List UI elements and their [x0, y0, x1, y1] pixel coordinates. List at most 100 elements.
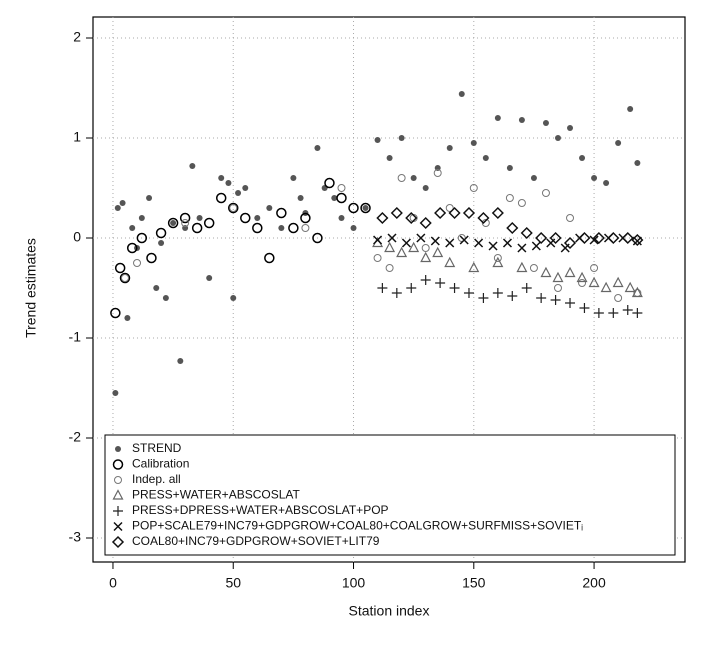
- point: [387, 233, 397, 243]
- point: [391, 288, 402, 298]
- point: [502, 238, 513, 248]
- point: [488, 241, 498, 251]
- x-axis-label: Station index: [349, 603, 430, 619]
- point: [398, 135, 405, 141]
- point: [478, 293, 489, 303]
- point: [288, 222, 299, 234]
- point: [579, 303, 590, 313]
- point: [181, 219, 190, 227]
- point: [362, 205, 369, 211]
- y-tick-label: 2: [73, 29, 81, 45]
- x-tick-label: 0: [109, 575, 117, 591]
- point: [578, 279, 587, 287]
- point: [564, 266, 576, 278]
- point: [552, 271, 564, 283]
- point: [138, 215, 145, 221]
- point: [119, 272, 131, 284]
- point: [521, 283, 532, 293]
- point: [624, 281, 636, 293]
- legend-label: POP+SCALE79+INC79+GDPGROW+COAL80+COALGRO…: [132, 519, 583, 533]
- point: [136, 232, 148, 244]
- point: [492, 288, 503, 298]
- point: [133, 259, 142, 267]
- point: [300, 212, 311, 224]
- point: [230, 295, 237, 301]
- point: [449, 283, 460, 293]
- x-tick-label: 150: [462, 575, 486, 591]
- point: [536, 293, 547, 303]
- point: [420, 275, 431, 285]
- point: [331, 195, 338, 201]
- point: [590, 264, 599, 272]
- point: [338, 215, 345, 221]
- point: [155, 227, 167, 239]
- point: [481, 219, 490, 227]
- point: [506, 221, 519, 235]
- point: [240, 212, 251, 224]
- point: [386, 155, 393, 161]
- point: [377, 283, 388, 293]
- point: [463, 288, 474, 298]
- legend-marker: [112, 459, 124, 470]
- point: [469, 184, 478, 192]
- point: [554, 135, 561, 141]
- point: [603, 180, 610, 186]
- point: [360, 202, 371, 214]
- legend-box: [104, 434, 676, 556]
- point: [529, 264, 538, 272]
- point: [177, 358, 184, 364]
- point: [506, 165, 513, 171]
- points: [110, 91, 644, 396]
- point: [225, 180, 232, 186]
- point: [549, 231, 562, 245]
- point: [631, 286, 643, 298]
- point: [482, 155, 489, 161]
- point: [129, 225, 136, 231]
- legend-marker: [111, 535, 125, 549]
- point: [517, 243, 527, 253]
- point: [254, 215, 261, 221]
- point: [206, 275, 213, 281]
- legend-marker: [112, 489, 124, 500]
- point: [565, 298, 576, 308]
- point: [612, 276, 624, 288]
- point: [264, 252, 275, 264]
- point: [563, 236, 577, 250]
- point: [446, 145, 453, 151]
- point: [588, 276, 600, 288]
- point: [553, 284, 562, 292]
- point: [474, 238, 484, 248]
- point: [124, 315, 131, 321]
- point: [114, 262, 126, 274]
- point: [189, 163, 196, 169]
- point: [517, 199, 526, 207]
- point: [374, 137, 381, 143]
- point: [434, 206, 447, 220]
- point: [278, 225, 285, 231]
- point: [566, 214, 575, 222]
- legend-label: COAL80+INC79+GDPGROW+SOVIET+LIT79: [132, 534, 380, 548]
- point: [462, 206, 476, 220]
- point: [229, 204, 238, 212]
- point: [405, 211, 418, 225]
- y-tick-label: 0: [73, 229, 81, 245]
- point: [576, 271, 588, 283]
- point: [530, 175, 537, 181]
- point: [242, 185, 249, 191]
- point: [337, 184, 346, 192]
- legend-label: Indep. all: [132, 472, 181, 486]
- point: [406, 283, 417, 293]
- point: [458, 91, 465, 97]
- point: [290, 175, 297, 181]
- point: [608, 308, 619, 318]
- point: [444, 256, 456, 268]
- point: [266, 205, 273, 211]
- point: [376, 211, 389, 225]
- x-tick-label: 100: [342, 575, 366, 591]
- point: [235, 190, 242, 196]
- legend-marker: [114, 476, 122, 484]
- point: [126, 242, 138, 254]
- point: [396, 246, 408, 258]
- point: [397, 174, 406, 182]
